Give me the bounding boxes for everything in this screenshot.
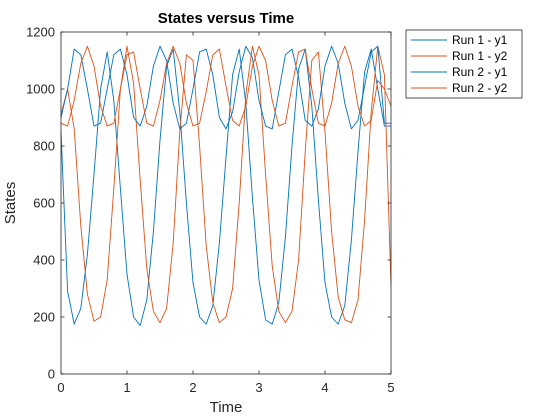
y-tick-label: 1000 <box>26 82 55 97</box>
y-tick-label: 400 <box>33 253 55 268</box>
chart-title: States versus Time <box>158 10 294 27</box>
x-tick-label: 5 <box>387 380 394 395</box>
legend-box <box>405 29 523 99</box>
x-axis-label: Time <box>210 399 243 416</box>
x-tick-label: 0 <box>57 380 64 395</box>
legend: Run 1 - y1 Run 1 - y2 Run 2 - y1 Run 2 - y2 <box>405 29 523 99</box>
y-tick-label: 600 <box>33 196 55 211</box>
legend-label-4: Run 2 - y2 <box>452 81 508 95</box>
series-line-2 <box>60 45 392 324</box>
legend-label-1: Run 1 - y1 <box>452 33 508 47</box>
x-tick-label: 1 <box>123 380 130 395</box>
series-line-1 <box>60 48 391 326</box>
legend-label-3: Run 2 - y1 <box>452 65 508 79</box>
x-tick-label: 4 <box>321 380 328 395</box>
y-tick-label: 200 <box>33 310 55 325</box>
y-axis: 0 200 400 600 800 1000 1200 <box>26 25 391 382</box>
series-line-4 <box>60 45 392 127</box>
x-axis: 0 1 2 3 4 5 <box>57 32 395 395</box>
series-layer <box>60 45 392 326</box>
series-line-3 <box>60 45 391 130</box>
legend-label-2: Run 1 - y2 <box>452 49 508 63</box>
y-tick-label: 800 <box>33 139 55 154</box>
y-axis-label: States <box>2 182 19 225</box>
y-tick-label: 1200 <box>26 25 55 40</box>
x-tick-label: 3 <box>255 380 262 395</box>
y-tick-label: 0 <box>48 367 55 382</box>
x-tick-label: 2 <box>189 380 196 395</box>
